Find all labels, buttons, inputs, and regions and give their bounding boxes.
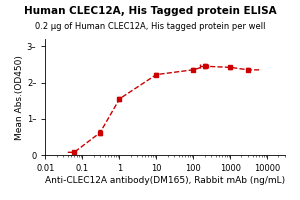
Text: 0.2 μg of Human CLEC12A, His tagged protein per well: 0.2 μg of Human CLEC12A, His tagged prot…	[35, 22, 265, 31]
Y-axis label: Mean Abs.(OD450): Mean Abs.(OD450)	[15, 55, 24, 140]
Text: Human CLEC12A, His Tagged protein ELISA: Human CLEC12A, His Tagged protein ELISA	[24, 6, 276, 16]
X-axis label: Anti-CLEC12A antibody(DM165), Rabbit mAb (ng/mL): Anti-CLEC12A antibody(DM165), Rabbit mAb…	[45, 176, 285, 185]
